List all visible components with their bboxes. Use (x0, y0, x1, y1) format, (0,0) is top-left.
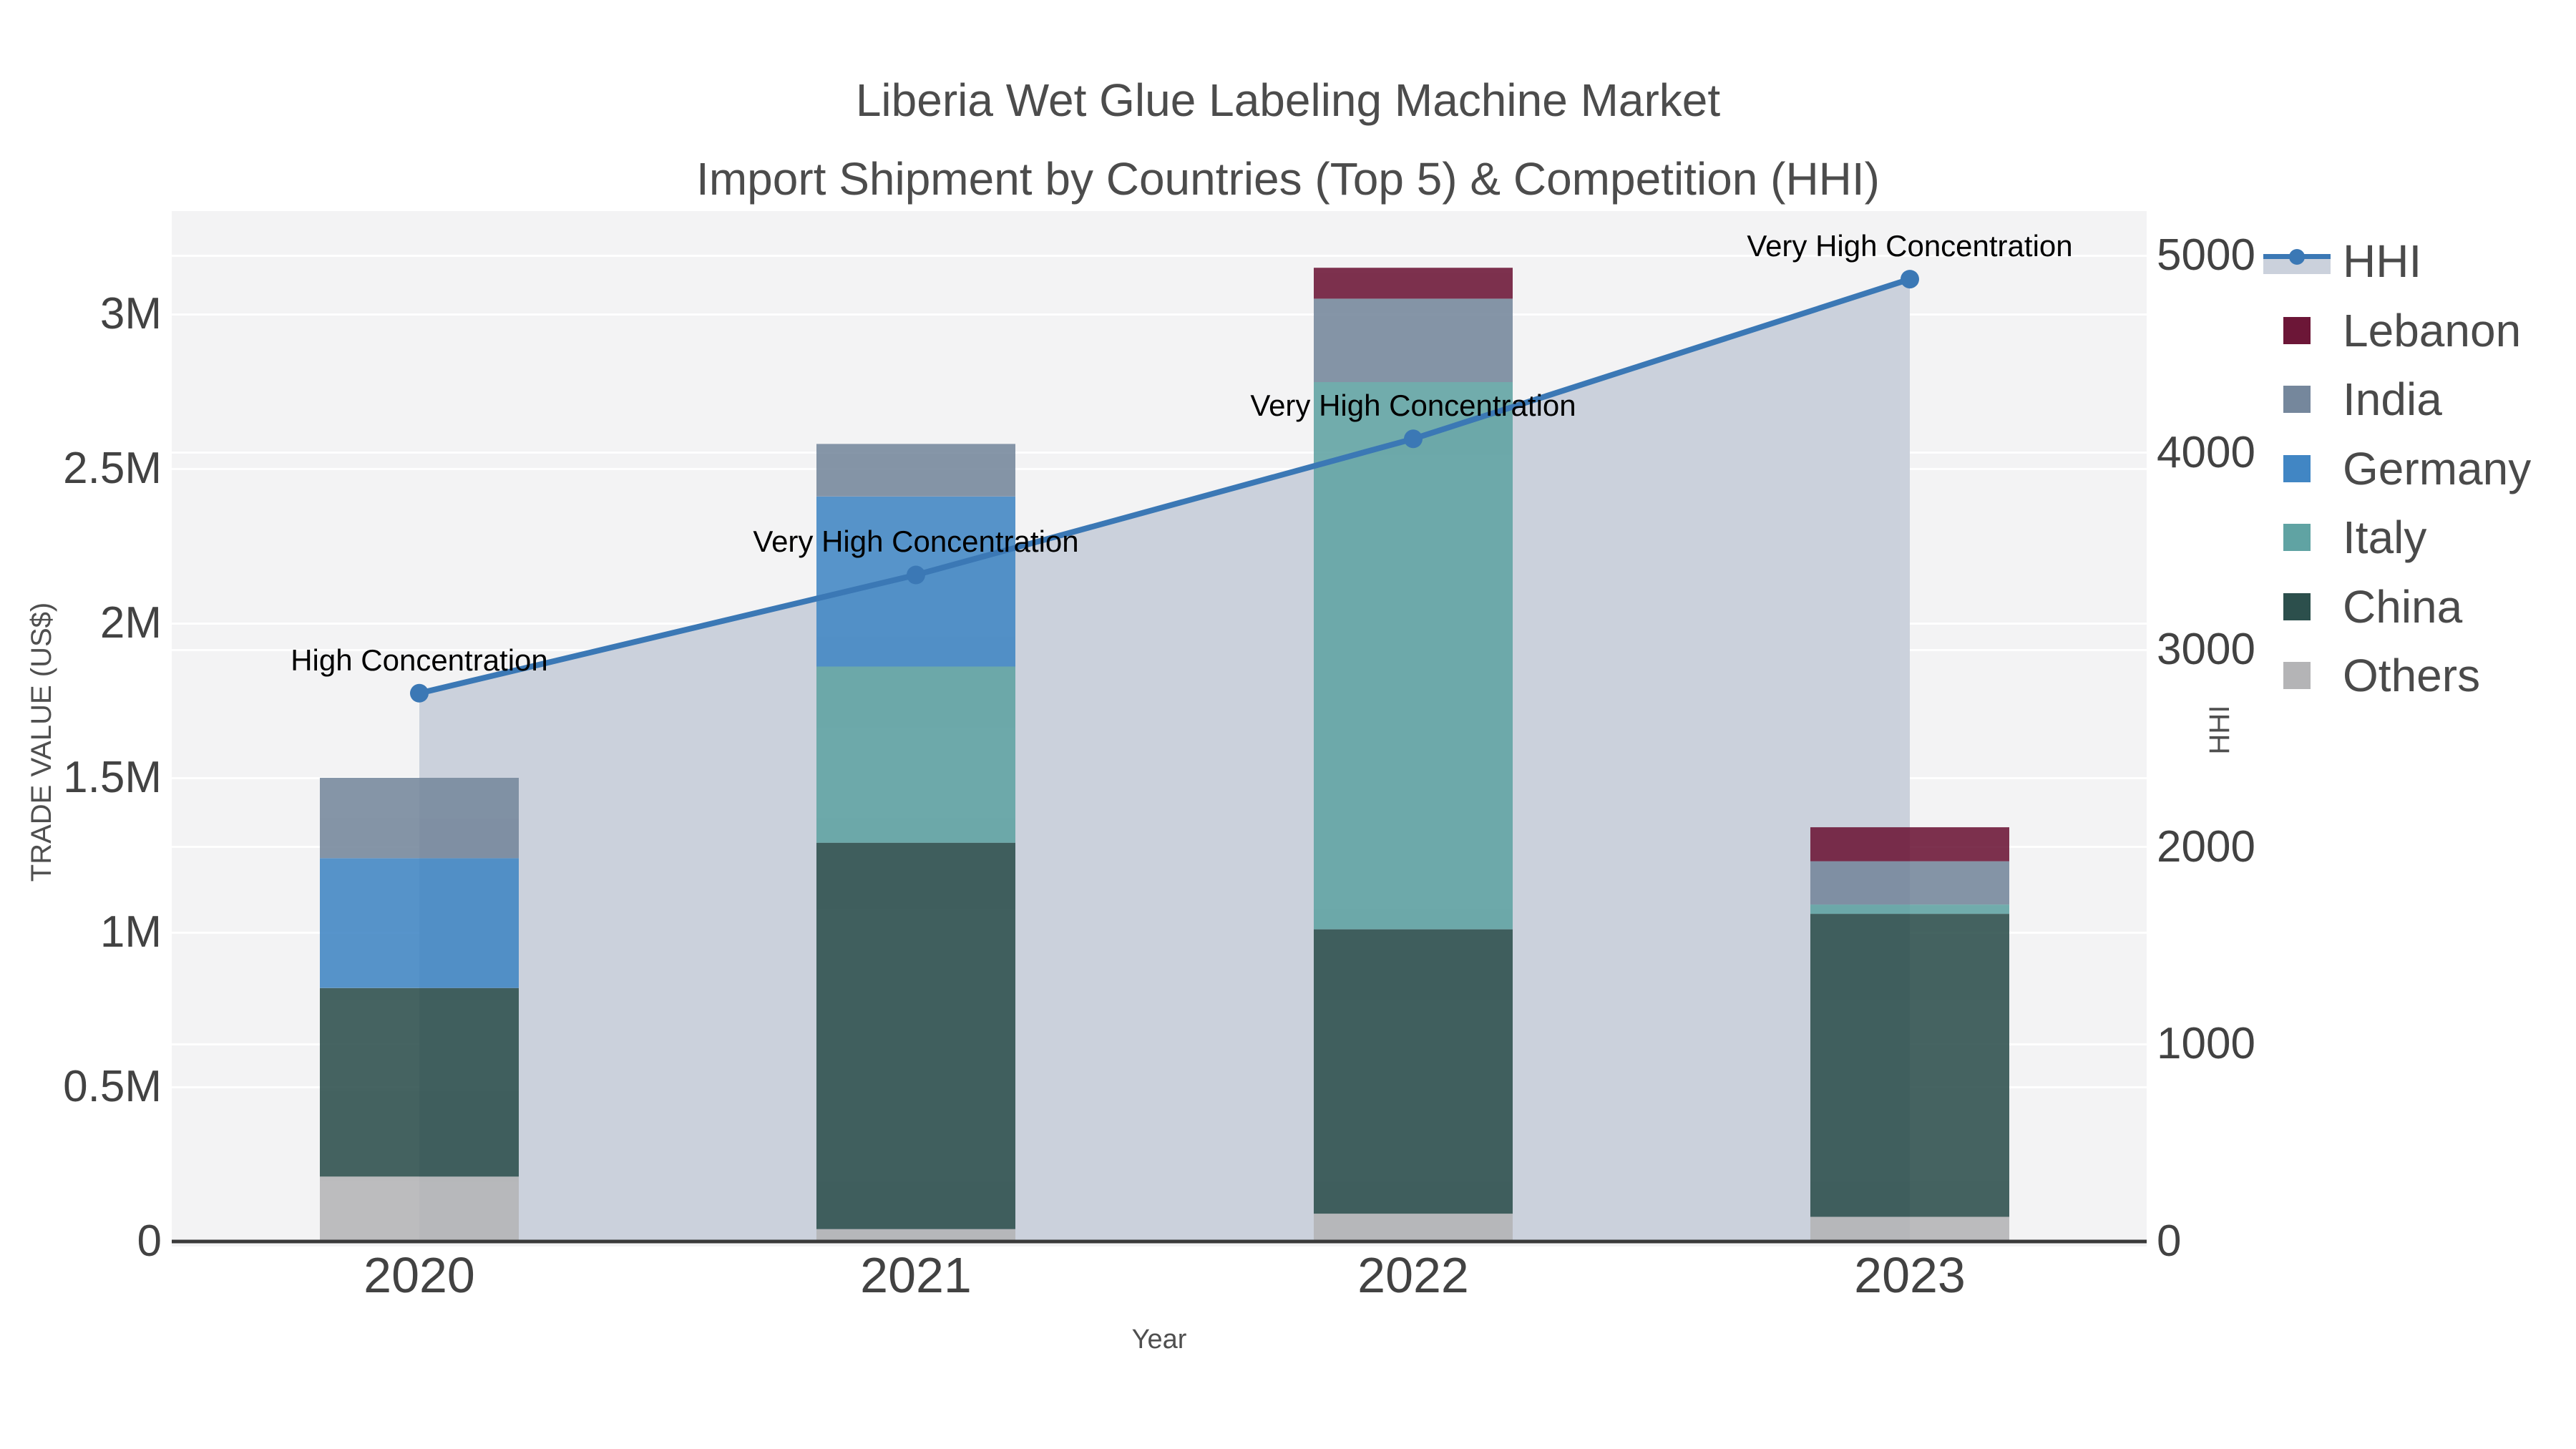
bar-segment-others-2020 (320, 1176, 519, 1241)
legend-label: Italy (2343, 512, 2427, 563)
x-axis-title: Year (1131, 1324, 1187, 1355)
legend-label: Germany (2343, 442, 2532, 494)
legend-item-india: India (2258, 374, 2442, 424)
bar-segment-india-2020 (320, 778, 519, 859)
bar-segment-lebanon-2022 (1314, 268, 1513, 299)
legend-label: China (2343, 580, 2463, 633)
legend-label: India (2343, 374, 2442, 425)
y-right-tick-1000: 1000 (2157, 1019, 2255, 1069)
bar-segment-italy-2022 (1314, 382, 1513, 930)
legend-item-china: China (2258, 582, 2462, 632)
legend-item-lebanon: Lebanon (2258, 306, 2521, 356)
bar-segment-china-2020 (320, 987, 519, 1177)
x-tick-2021: 2021 (860, 1247, 972, 1303)
x-tick-2020: 2020 (364, 1247, 475, 1303)
y-left-tick-1.5M: 1.5M (63, 753, 162, 802)
bar-segment-lebanon-2023 (1810, 827, 2009, 862)
x-tick-2022: 2022 (1357, 1247, 1469, 1303)
stacked-bars (320, 268, 2009, 1241)
y-left-tick-0.5M: 0.5M (63, 1062, 162, 1111)
y-right-tick-0: 0 (2157, 1216, 2182, 1266)
legend-label: Lebanon (2343, 304, 2522, 356)
legend-label: HHI (2343, 235, 2422, 287)
bar-segment-italy-2023 (1810, 904, 2009, 914)
chart-canvas (172, 268, 2147, 1244)
bar-segment-others-2021 (816, 1229, 1015, 1241)
annotation-2020: High Concentration (291, 643, 548, 677)
y-right-tick-2000: 2000 (2157, 821, 2255, 872)
legend-swatch-china (2283, 592, 2311, 620)
y-axis-left-title: TRADE VALUE (US$) (26, 602, 57, 882)
gridline (172, 313, 2147, 316)
x-axis-line (172, 1239, 2147, 1244)
hhi-marker-2022 (1404, 429, 1423, 449)
y-left-tick-3M: 3M (99, 289, 162, 338)
y-right-tick-3000: 3000 (2157, 625, 2255, 675)
legend-swatch-germany (2283, 454, 2311, 482)
y-axis-right-title: HHI (2204, 705, 2235, 755)
hhi-line-icon (2263, 248, 2331, 274)
chart-title-line2: Import Shipment by Countries (Top 5) & C… (696, 153, 1880, 205)
annotation-2023: Very High Concentration (1747, 229, 2073, 263)
bar-segment-germany-2020 (320, 858, 519, 988)
y-left-tick-1M: 1M (99, 907, 162, 957)
y-right-tick-4000: 4000 (2157, 427, 2255, 477)
plot-area (172, 211, 2147, 1246)
y-left-tick-2M: 2M (99, 598, 162, 648)
legend-item-germany: Germany (2258, 444, 2531, 494)
hhi-marker-2021 (907, 565, 925, 585)
y-right-tick-5000: 5000 (2157, 230, 2255, 280)
hhi-marker-2023 (1901, 270, 1919, 289)
hhi-marker-2020 (410, 683, 429, 703)
legend-label: Others (2343, 650, 2481, 701)
legend-item-others: Others (2258, 650, 2480, 701)
legend-item-italy: Italy (2258, 512, 2426, 562)
hhi-line (419, 276, 1911, 696)
bar-segment-india-2021 (816, 444, 1015, 497)
gridline (172, 254, 2147, 257)
bar-segment-india-2022 (1314, 298, 1513, 382)
y-left-tick-2.5M: 2.5M (63, 444, 162, 493)
legend-swatch-others (2283, 662, 2311, 689)
legend-item-hhi: HHI (2258, 236, 2421, 286)
legend-swatch-lebanon (2283, 316, 2311, 344)
x-tick-2023: 2023 (1854, 1247, 1966, 1303)
hhi-area-fill (419, 279, 1910, 1242)
legend-swatch-italy (2283, 524, 2311, 551)
bar-segment-others-2022 (1314, 1214, 1513, 1241)
legend-swatch-india (2283, 386, 2311, 413)
annotation-2022: Very High Concentration (1250, 389, 1576, 423)
y-left-tick-0: 0 (137, 1216, 162, 1266)
chart-title-line1: Liberia Wet Glue Labeling Machine Market (855, 74, 1721, 126)
bar-segment-others-2023 (1810, 1216, 2009, 1241)
bar-segment-italy-2021 (816, 666, 1015, 843)
bar-segment-china-2022 (1314, 929, 1513, 1214)
gridline (172, 467, 2147, 470)
annotation-2021: Very High Concentration (753, 525, 1079, 559)
bar-segment-india-2023 (1810, 861, 2009, 905)
gridline (172, 452, 2147, 454)
bar-segment-china-2023 (1810, 914, 2009, 1217)
bar-segment-china-2021 (816, 842, 1015, 1229)
